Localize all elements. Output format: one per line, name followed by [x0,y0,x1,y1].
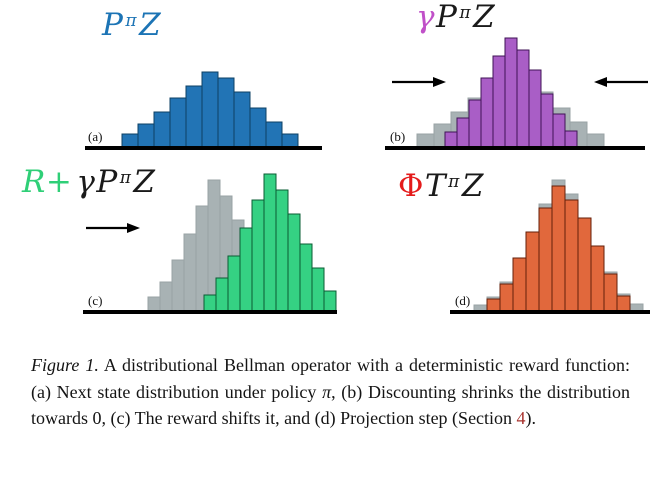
hist-bar-a [137,123,155,149]
math-Z: Z [473,0,496,35]
hist-bar-c [183,233,197,313]
panel-b: (b) [385,37,648,150]
panel-a: (a) [85,71,322,150]
panel-d: (d) [450,179,650,314]
hist-bar-c [239,227,253,313]
hist-bar-c [263,173,277,313]
panel-a-tag: (a) [88,129,102,144]
hist-bar-c [171,259,185,313]
hist-bar-c [203,294,217,313]
hist-bar-c [287,213,301,313]
hist-bar-c [323,290,337,313]
hist-bar-b [468,99,482,149]
math-pi-superscript: π [459,2,472,23]
hist-bar-a [185,85,203,149]
hist-bar-b [444,131,458,149]
panel-c-tag: (c) [88,293,102,308]
panel-c-title: R+ γP πZ [22,167,156,198]
caption-text: , (b) Discounting shrinks the distributi… [31,381,631,429]
math-pi-superscript: π [125,10,138,31]
arrow-head-icon [594,77,607,87]
hist-bar-a [217,77,235,149]
math-Z: Z [133,164,156,200]
hist-bar-b [540,93,554,149]
hist-bar-d [564,199,579,313]
hist-bar-a [265,121,283,149]
section-4-link[interactable]: 4 [516,408,526,428]
hist-bar-c [147,296,161,313]
math-Z: Z [461,168,484,204]
math-P: P [436,0,458,35]
math-pi-superscript: π [119,167,132,188]
hist-bar-c [215,277,229,313]
hist-bar-d [616,295,631,313]
hist-bar-b [416,133,435,149]
hist-bar-b [492,55,506,149]
caption-text: ). [525,408,537,428]
math-pi-superscript: π [448,171,460,192]
panel-b-tag: (b) [390,129,405,144]
hist-bar-b [456,117,470,149]
math-gamma: γ [76,164,96,200]
hist-bar-d [538,207,553,313]
hist-bar-b [504,37,518,149]
hist-bar-a [233,91,251,149]
math-P: P [102,7,124,43]
math-bellman-operator-T: T [424,168,447,204]
hist-bar-c [227,255,241,313]
arrow-head-icon [433,77,446,87]
hist-bar-a [153,111,171,149]
hist-bar-b [552,113,566,149]
hist-bar-c [159,281,173,313]
caption-pi: π [322,381,332,402]
hist-bar-c [311,267,325,313]
panel-b-title: γP πZ [416,2,496,33]
hist-bar-a [121,133,139,149]
hist-bar-a [201,71,219,149]
panel-d-tag: (d) [455,293,470,308]
hist-bar-d [499,283,514,313]
hist-bar-c [275,189,289,313]
hist-bar-d [551,185,566,313]
histogram-figure-svg: (a) (b) (c) (d) [83,37,650,314]
hist-bar-d [603,273,618,313]
math-Z: Z [139,7,162,43]
hist-bar-b [480,77,494,149]
hist-bar-d [512,257,527,313]
figure-caption: Figure 1. A distributional Bellman opera… [31,352,630,432]
hist-bar-b [528,69,542,149]
math-P: P [96,164,118,200]
hist-bar-c [251,199,265,313]
hist-bar-d [590,245,605,313]
hist-bar-a [249,107,267,149]
math-R-plus: R+ [22,164,73,200]
caption-text: A distributional Bellman operator with a… [31,355,631,402]
hist-bar-a [169,97,187,149]
panel-d-title: ΦT πZ [398,171,485,202]
hist-bar-b [564,130,578,149]
panel-c: (c) [83,173,337,314]
math-phi: Φ [398,168,424,204]
hist-bar-d [525,231,540,313]
hist-bar-b [516,49,530,149]
hist-bar-a [281,133,299,149]
caption-figure-label: Figure 1. [31,355,99,375]
math-gamma: γ [416,0,436,35]
hist-bar-d [577,217,592,313]
hist-bar-b [586,133,605,149]
arrow-head-icon [127,223,140,233]
hist-bar-c [299,243,313,313]
